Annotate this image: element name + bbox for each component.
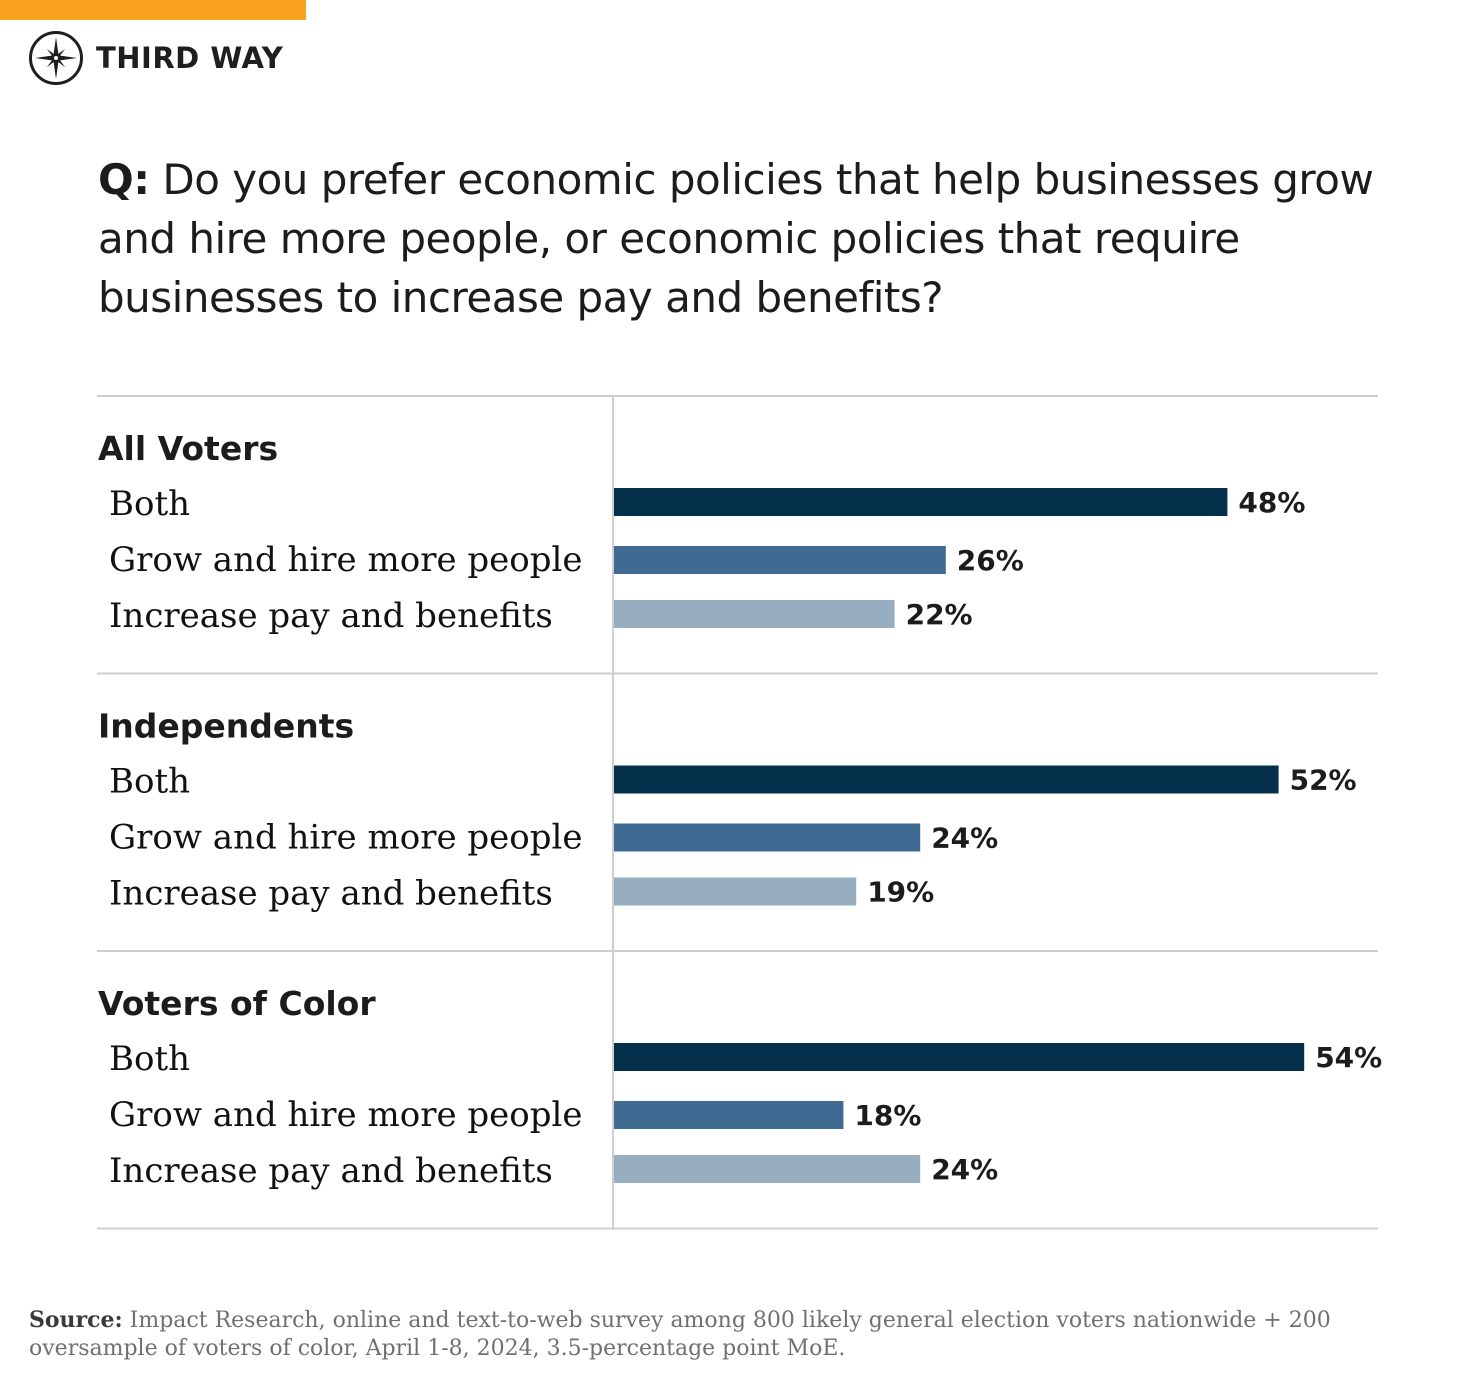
data-label: 24% [931,822,998,855]
data-label: 52% [1290,764,1357,797]
bar [613,600,895,628]
compass-star-icon [29,31,83,85]
category-label: Grow and hire more people [109,540,583,580]
source-note: Source: Impact Research, online and text… [29,1306,1449,1363]
question-text: Do you prefer economic policies that hel… [98,155,1374,322]
brand-logo: THIRD WAY [28,30,283,86]
category-label: Grow and hire more people [109,1095,583,1135]
group-label: Voters of Color [98,984,376,1023]
category-label: Grow and hire more people [109,818,583,858]
category-label: Increase pay and benefits [109,874,553,914]
category-label: Both [109,484,190,524]
source-text: Impact Research, online and text-to-web … [29,1308,1331,1361]
bar [613,877,857,906]
bar [613,488,1228,516]
category-label: Both [109,762,190,802]
bar [613,823,921,852]
group-label: Independents [98,707,354,746]
bar [613,1043,1305,1071]
brand-name: THIRD WAY [96,41,284,75]
data-label: 54% [1315,1041,1382,1074]
data-label: 26% [957,544,1024,577]
bar [613,1101,844,1129]
data-label: 18% [854,1099,921,1132]
data-label: 19% [867,876,934,909]
group-label: All Voters [98,429,278,468]
chart-question: Q: Do you prefer economic policies that … [98,150,1398,327]
source-label: Source: [29,1307,123,1333]
data-label: 24% [931,1153,998,1186]
bar [613,765,1279,794]
category-label: Increase pay and benefits [109,1151,553,1191]
category-label: Increase pay and benefits [109,596,553,636]
data-label: 48% [1238,486,1305,519]
bar [613,546,946,574]
data-label: 22% [906,598,973,631]
question-prefix: Q: [98,155,150,204]
brand-accent-bar [0,0,306,20]
category-label: Both [109,1039,190,1079]
bar [613,1155,921,1183]
